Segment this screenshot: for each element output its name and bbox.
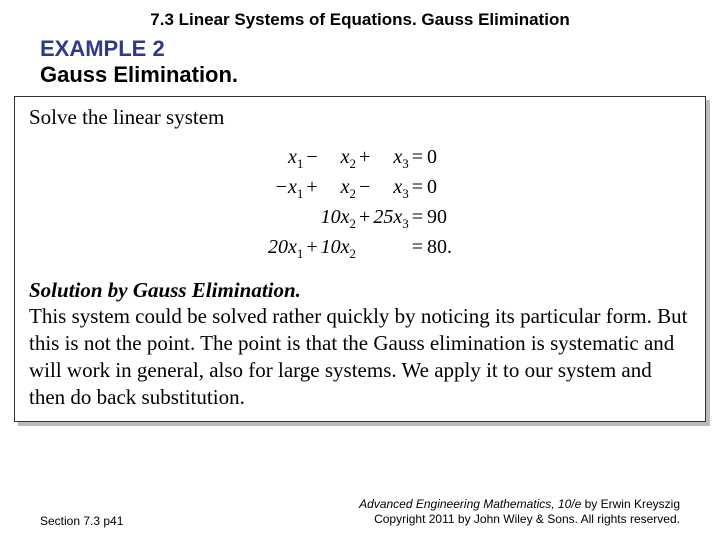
footer-section: Section 7.3 p41 xyxy=(40,514,123,528)
book-title: Advanced Engineering Mathematics, 10/e xyxy=(359,497,581,511)
term xyxy=(372,234,409,264)
term: x3 xyxy=(372,174,409,204)
eq: = xyxy=(410,204,425,234)
term xyxy=(267,204,304,234)
equation-row: −x1 + x2 − x3 = 0 xyxy=(267,174,453,204)
term: x2 xyxy=(320,174,357,204)
term: x2 xyxy=(320,144,357,174)
rhs: 0 xyxy=(425,144,453,174)
term: −x1 xyxy=(267,174,304,204)
example-header: EXAMPLE 2 Gauss Elimination. xyxy=(0,36,720,96)
term: x3 xyxy=(372,144,409,174)
solution-body: This system could be solved rather quick… xyxy=(29,303,691,411)
op: + xyxy=(357,144,372,174)
solution-heading: Solution by Gauss Elimination. xyxy=(29,278,301,302)
term: 20x1 xyxy=(267,234,304,264)
term: 25x3 xyxy=(372,204,409,234)
term: x1 xyxy=(267,144,304,174)
rhs: 90 xyxy=(425,204,453,234)
op xyxy=(304,204,319,234)
eq: = xyxy=(410,174,425,204)
equation-row: 10x2 + 25x3 = 90 xyxy=(267,204,453,234)
author: by Erwin Kreyszig xyxy=(581,497,680,511)
term: 10x2 xyxy=(320,204,357,234)
rhs: 80. xyxy=(425,234,453,264)
eq: = xyxy=(410,234,425,264)
footer-credits: Advanced Engineering Mathematics, 10/e b… xyxy=(359,497,680,528)
op xyxy=(357,234,372,264)
op: + xyxy=(304,174,319,204)
footer: Section 7.3 p41 Advanced Engineering Mat… xyxy=(0,497,720,528)
example-number: EXAMPLE 2 xyxy=(40,36,680,62)
eq: = xyxy=(410,144,425,174)
linear-system: x1 − x2 + x3 = 0 −x1 + x2 − x3 = 0 10x2 … xyxy=(267,144,453,264)
op: + xyxy=(304,234,319,264)
copyright: Copyright 2011 by John Wiley & Sons. All… xyxy=(359,512,680,528)
content-box: Solve the linear system x1 − x2 + x3 = 0… xyxy=(14,96,706,422)
equation-row: 20x1 + 10x2 = 80. xyxy=(267,234,453,264)
solution-block: Solution by Gauss Elimination. This syst… xyxy=(29,278,691,411)
chapter-title: 7.3 Linear Systems of Equations. Gauss E… xyxy=(0,0,720,36)
op: − xyxy=(304,144,319,174)
op: − xyxy=(357,174,372,204)
op: + xyxy=(357,204,372,234)
term: 10x2 xyxy=(320,234,357,264)
solve-prompt: Solve the linear system xyxy=(29,105,691,130)
equation-row: x1 − x2 + x3 = 0 xyxy=(267,144,453,174)
rhs: 0 xyxy=(425,174,453,204)
example-method: Gauss Elimination. xyxy=(40,62,680,88)
